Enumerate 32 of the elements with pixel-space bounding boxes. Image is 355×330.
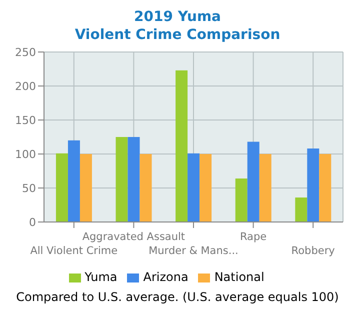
bar <box>80 154 92 222</box>
legend-label: Yuma <box>84 270 118 284</box>
legend-label: Arizona <box>143 270 188 284</box>
chart-subtitle: Violent Crime Comparison <box>74 26 282 44</box>
bar <box>319 154 332 222</box>
x-tick-label: Murder & Mans... <box>148 245 238 257</box>
bar <box>56 153 68 222</box>
chart-title: 2019 Yuma <box>133 8 222 26</box>
bar <box>116 137 128 222</box>
bar <box>68 140 80 222</box>
y-tick-label: 100 <box>15 148 36 161</box>
bar <box>188 153 200 222</box>
y-tick-label: 50 <box>22 182 36 195</box>
legend-label: National <box>214 270 264 284</box>
bar <box>259 154 272 222</box>
bar <box>176 70 188 222</box>
bar <box>247 142 260 222</box>
bar <box>200 154 212 222</box>
x-tick-label: All Violent Crime <box>30 245 118 257</box>
bar <box>307 148 320 222</box>
y-tick-label: 0 <box>29 216 36 229</box>
x-tick-label: Rape <box>240 231 267 243</box>
y-tick-label: 250 <box>15 46 36 59</box>
bar <box>140 154 152 222</box>
bar <box>235 178 248 222</box>
text: Compared to U.S. average. (U.S. average equals 100) <box>15 290 340 304</box>
x-tick-label: Aggravated Assault <box>82 231 186 243</box>
x-tick-label: Robbery <box>291 245 335 257</box>
y-tick-label: 150 <box>15 114 36 127</box>
bar <box>295 198 308 222</box>
y-tick-label: 200 <box>15 80 36 93</box>
bar <box>128 137 140 222</box>
